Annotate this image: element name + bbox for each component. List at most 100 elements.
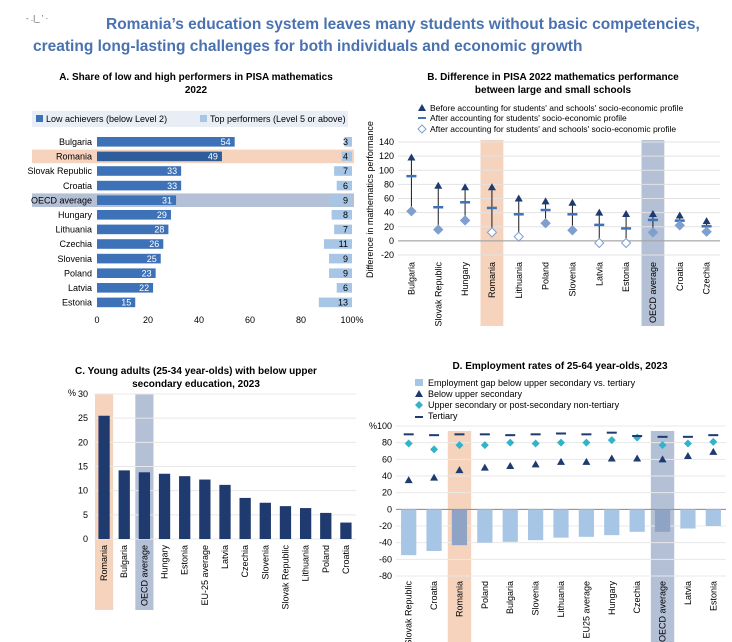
- bar-low-estonia: [97, 297, 136, 308]
- upper-diamond-bulgaria: [506, 438, 515, 447]
- bar-estonia: [179, 476, 191, 539]
- tertiary-dash-bulgaria: [505, 434, 516, 437]
- category-label: Slovak Republic: [433, 262, 443, 327]
- category-label: Czechia: [632, 581, 642, 614]
- bar-low-croatia: [97, 180, 182, 191]
- y-tick-label: 60: [382, 454, 392, 464]
- category-label: Slovenia: [260, 545, 270, 580]
- category-label: Czechia: [702, 262, 712, 295]
- category-label: Slovak Republic: [280, 545, 290, 610]
- data-label-top: 9: [343, 268, 348, 278]
- bar-top-lithuania: [334, 224, 352, 235]
- below-triangle-croatia: [430, 473, 439, 481]
- data-label-low: 26: [149, 239, 159, 249]
- gap-bar-estonia: [705, 509, 721, 526]
- data-label-top: 9: [343, 195, 348, 205]
- category-label: Romania: [56, 152, 92, 162]
- legend-label-gap: Employment gap below upper secondary vs.…: [428, 378, 636, 388]
- category-label: Croatia: [63, 181, 92, 191]
- category-label: Latvia: [594, 262, 604, 286]
- upper-diamond-estonia: [709, 437, 718, 446]
- panel-c-unit-label: %: [68, 388, 76, 398]
- bar-lithuania: [299, 508, 312, 539]
- panel-d-title: D. Employment rates of 25-64 year-olds, …: [452, 361, 668, 372]
- bar-top-bulgaria: [344, 137, 352, 147]
- bar-low-poland: [97, 268, 156, 278]
- gap-bar-croatia: [426, 509, 442, 551]
- upper-diamond-slovak-republic: [404, 439, 413, 448]
- legend-label-low: Low achievers (below Level 2): [46, 114, 167, 124]
- bar-top-estonia: [318, 297, 352, 308]
- y-tick-label: 0: [389, 236, 394, 246]
- upper-diamond-romania: [455, 441, 464, 450]
- tertiary-dash-oecd-average: [657, 435, 668, 438]
- legend-label-below: Below upper secondary: [428, 389, 523, 399]
- bar-low-czechia: [97, 239, 164, 249]
- tertiary-dash-estonia: [708, 434, 719, 437]
- data-label-low: 29: [157, 210, 167, 220]
- category-label: Lithuania: [514, 262, 524, 299]
- before-triangle-bulgaria: [407, 153, 416, 161]
- data-label-top: 8: [343, 210, 348, 220]
- category-label: Lithuania: [556, 581, 566, 618]
- bar-slovenia: [259, 502, 271, 539]
- category-label: Latvia: [68, 283, 92, 293]
- data-label-top: 6: [343, 283, 348, 293]
- x-tick-label: 20: [143, 315, 153, 325]
- after-schools-diamond-slovak-republic: [433, 224, 444, 235]
- category-label: OECD average: [648, 262, 658, 323]
- legend-diamond-icon: [415, 401, 423, 409]
- bar-top-slovak-republic: [334, 166, 352, 176]
- after-students-dash-latvia: [594, 223, 605, 227]
- bar-top-latvia: [336, 283, 352, 293]
- after-students-dash-czechia: [701, 225, 712, 228]
- below-triangle-romania: [455, 466, 464, 474]
- data-label-low: 25: [147, 254, 157, 264]
- bar-bulgaria: [118, 470, 130, 539]
- y-tick-label: -40: [379, 538, 392, 548]
- bar-top-croatia: [336, 180, 352, 191]
- tertiary-dash-eu25-average: [581, 433, 592, 436]
- after-students-dash-bulgaria: [406, 174, 417, 178]
- bar-top-romania: [341, 151, 352, 162]
- data-label-top: 3: [343, 137, 348, 147]
- bar-top-czechia: [323, 239, 352, 249]
- after-schools-diamond-bulgaria: [406, 206, 417, 217]
- page-title-line2: creating long-lasting challenges for bot…: [33, 38, 583, 55]
- panel-a-legend-box: [32, 111, 348, 127]
- after-students-dash-lithuania: [513, 213, 524, 216]
- category-label: Lithuania: [55, 225, 92, 235]
- y-tick-label: -60: [379, 554, 392, 564]
- category-label: Slovak Republic: [404, 581, 414, 642]
- gap-bar-slovak-republic: [401, 509, 417, 556]
- after-schools-diamond-latvia: [594, 237, 605, 249]
- category-label: EU25 average: [581, 581, 591, 639]
- tertiary-dash-hungary: [606, 431, 617, 434]
- y-tick-label: 100: [379, 165, 394, 175]
- below-triangle-latvia: [683, 452, 692, 459]
- legend-label-after-schools: After accounting for students' and schoo…: [430, 124, 676, 134]
- category-label: Czechia: [240, 545, 250, 578]
- category-label: Lithuania: [301, 545, 311, 582]
- category-label: Croatia: [675, 262, 685, 291]
- after-schools-diamond-lithuania: [513, 231, 524, 242]
- before-triangle-latvia: [595, 208, 604, 216]
- panel-c-chart: C. Young adults (25-34 year-olds) with b…: [68, 366, 356, 610]
- category-label: Poland: [321, 545, 331, 573]
- bar-low-slovenia: [97, 253, 161, 264]
- data-label-top: 7: [343, 166, 348, 176]
- after-students-dash-slovenia: [567, 213, 578, 216]
- after-schools-diamond-czechia: [701, 226, 712, 237]
- category-label: Estonia: [621, 262, 631, 292]
- upper-diamond-croatia: [430, 445, 439, 454]
- panel-c-title-line1: C. Young adults (25-34 year-olds) with b…: [75, 366, 317, 377]
- legend-diamond-icon: [417, 124, 427, 134]
- panel-b-title-line2: between large and small schools: [475, 85, 632, 96]
- after-students-dash-slovak-republic: [433, 205, 444, 209]
- data-label-low: 23: [142, 268, 152, 278]
- legend-label-after-students: After accounting for students' socio-eco…: [430, 113, 627, 123]
- data-label-top: 11: [339, 239, 348, 249]
- category-label: Estonia: [708, 581, 718, 611]
- data-label-low: 28: [154, 225, 164, 235]
- before-triangle-romania: [487, 183, 496, 191]
